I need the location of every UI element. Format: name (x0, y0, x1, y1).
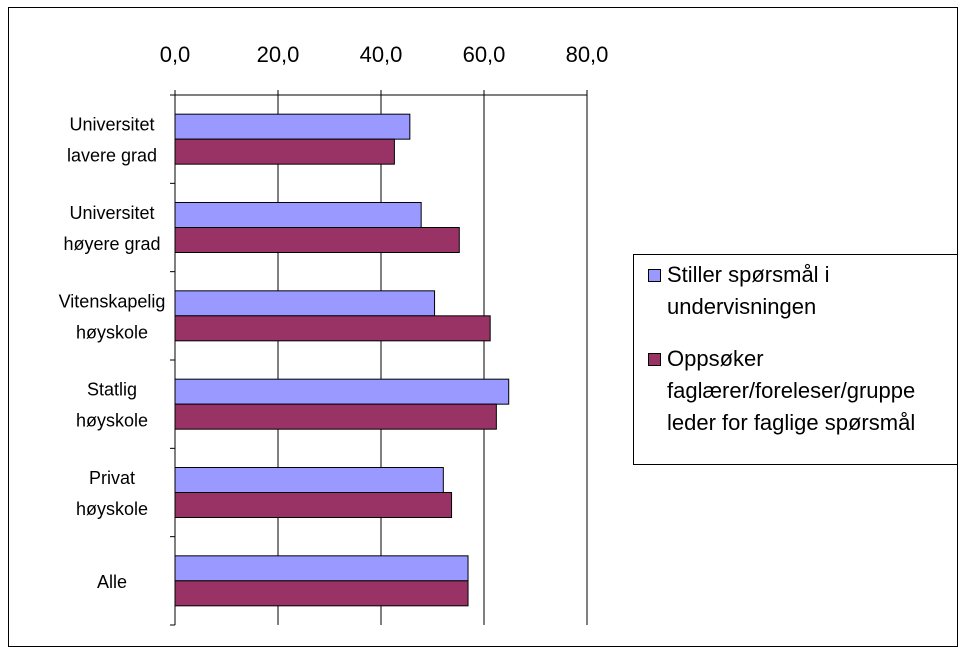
category-label-2-line-1: Universitet (69, 203, 154, 223)
bar-s1-c1 (174, 113, 411, 140)
category-label-5-line-2: høyskole (76, 499, 148, 519)
x-tick-label-2: 40,0 (360, 42, 403, 67)
bar-s1-c6 (174, 555, 469, 582)
category-label-6-line-1: Alle (97, 572, 127, 592)
category-label-1-line-2: lavere grad (67, 146, 157, 166)
x-tick-label-1: 20,0 (257, 42, 300, 67)
x-tick-label-4: 80,0 (566, 42, 609, 67)
bar-s2-c4 (174, 403, 497, 430)
bar-s2-c6 (174, 580, 469, 607)
legend-item-series-1: Stiller spørsmål i undervisningen (648, 259, 957, 323)
legend-label-series-2: Oppsøker faglærer/foreleser/gruppe leder… (667, 346, 916, 435)
legend: Stiller spørsmål i undervisningen Oppsøk… (633, 254, 958, 465)
category-label-4-line-1: Statlig (87, 380, 137, 400)
x-tick-label-3: 60,0 (463, 42, 506, 67)
bar-s2-c2 (174, 227, 460, 253)
category-label-3-line-2: høyskole (76, 322, 148, 342)
bar-s1-c2 (174, 202, 422, 228)
category-label-5-line-1: Privat (89, 468, 135, 488)
category-label-2-line-2: høyere grad (63, 234, 160, 254)
category-label-3-line-1: Vitenskapelig (59, 291, 166, 311)
legend-swatch-series-2 (648, 353, 661, 366)
legend-item-series-2: Oppsøker faglærer/foreleser/gruppe leder… (648, 343, 957, 439)
legend-label-series-1: Stiller spørsmål i undervisningen (667, 262, 830, 319)
bar-s1-c5 (174, 467, 444, 493)
category-label-4-line-2: høyskole (76, 411, 148, 431)
bar-s2-c5 (174, 492, 453, 518)
bar-s1-c3 (174, 290, 436, 317)
legend-swatch-series-1 (648, 269, 661, 282)
bar-s2-c1 (174, 138, 395, 165)
bar-s2-c3 (174, 315, 491, 342)
category-label-1-line-1: Universitet (69, 115, 154, 135)
x-tick-label-0: 0,0 (160, 42, 191, 67)
bar-s1-c4 (174, 378, 510, 405)
